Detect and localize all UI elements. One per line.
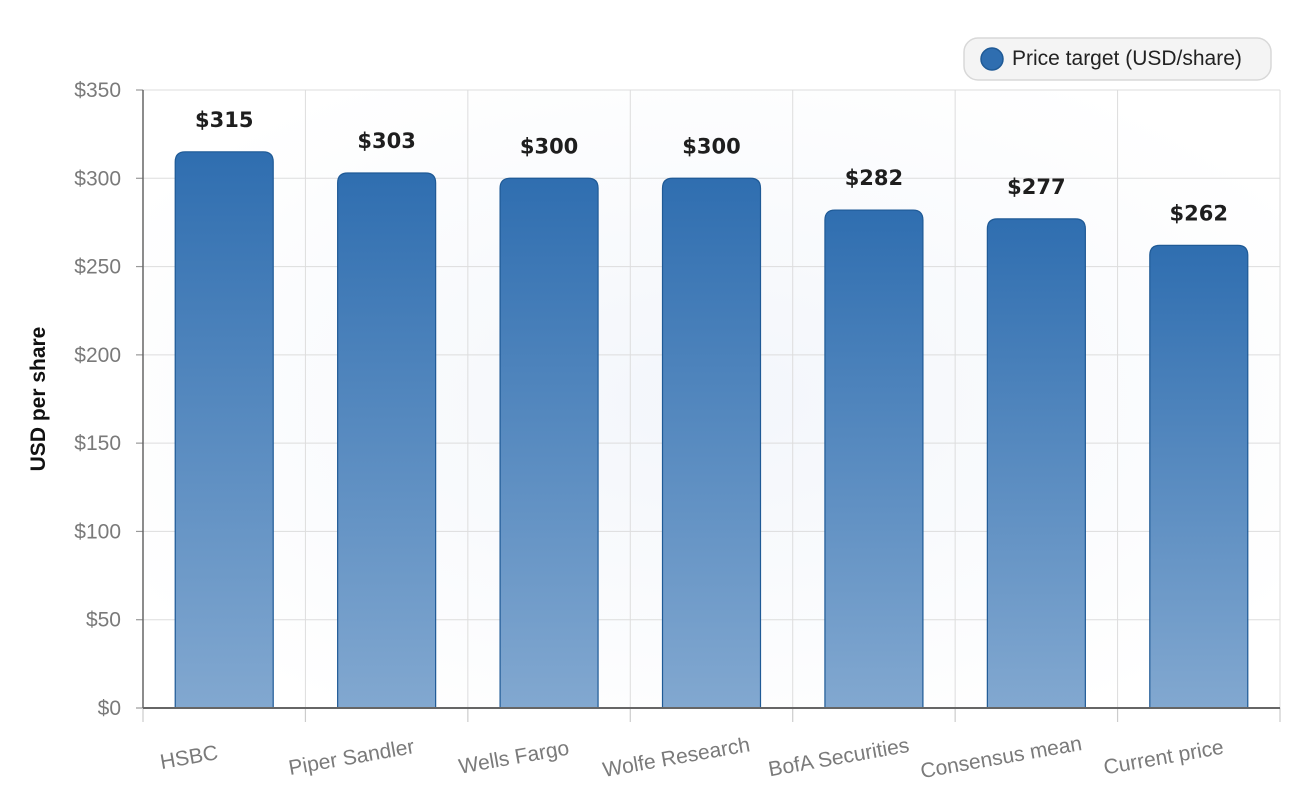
x-tick-label: Wolfe Research xyxy=(601,733,752,782)
y-tick-label: $200 xyxy=(74,344,121,367)
data-label: $282 xyxy=(845,166,903,190)
data-label: $262 xyxy=(1170,201,1228,225)
bar-wolfe-research xyxy=(661,177,762,709)
bar-current-price xyxy=(1149,244,1249,709)
legend-swatch-icon xyxy=(980,47,1004,71)
y-tick-label: $150 xyxy=(74,432,121,455)
data-label: $303 xyxy=(357,129,415,153)
x-tick-label: Piper Sandler xyxy=(287,735,416,780)
y-tick-label: $50 xyxy=(86,609,121,632)
bar-hsbc xyxy=(174,151,274,709)
x-tick-label: Current price xyxy=(1102,736,1226,780)
bar-piper-sandler xyxy=(337,172,437,709)
data-label: $300 xyxy=(520,134,578,158)
data-label: $300 xyxy=(682,134,740,158)
x-tick-label: BofA Securities xyxy=(767,734,911,781)
bar-wells-fargo xyxy=(499,177,599,709)
y-tick-label: $350 xyxy=(74,79,121,102)
x-tick-label: Consensus mean xyxy=(919,732,1084,783)
legend-entry: Price target (USD/share) xyxy=(1012,47,1242,70)
y-tick-label: $250 xyxy=(74,256,121,279)
data-label: $277 xyxy=(1007,175,1065,199)
x-tick-label: HSBC xyxy=(158,741,219,774)
y-tick-label: $100 xyxy=(74,520,121,543)
bar-bofa-securities xyxy=(824,209,924,709)
bar-consensus-mean xyxy=(986,218,1086,709)
x-tick-label: Wells Fargo xyxy=(457,737,571,779)
y-axis-label: USD per share xyxy=(27,327,50,472)
data-labels: $315 $303 $300 $300 $282 $277 $262 xyxy=(195,108,1228,226)
y-tick-label: $300 xyxy=(74,167,121,190)
y-tick-label: $0 xyxy=(98,697,121,720)
legend: Price target (USD/share) xyxy=(963,37,1272,81)
data-label: $315 xyxy=(195,108,253,132)
legend-box xyxy=(963,37,1272,81)
bars xyxy=(174,151,1249,709)
